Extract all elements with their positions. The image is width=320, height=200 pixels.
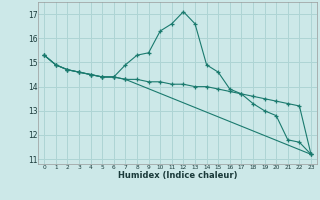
X-axis label: Humidex (Indice chaleur): Humidex (Indice chaleur) — [118, 171, 237, 180]
